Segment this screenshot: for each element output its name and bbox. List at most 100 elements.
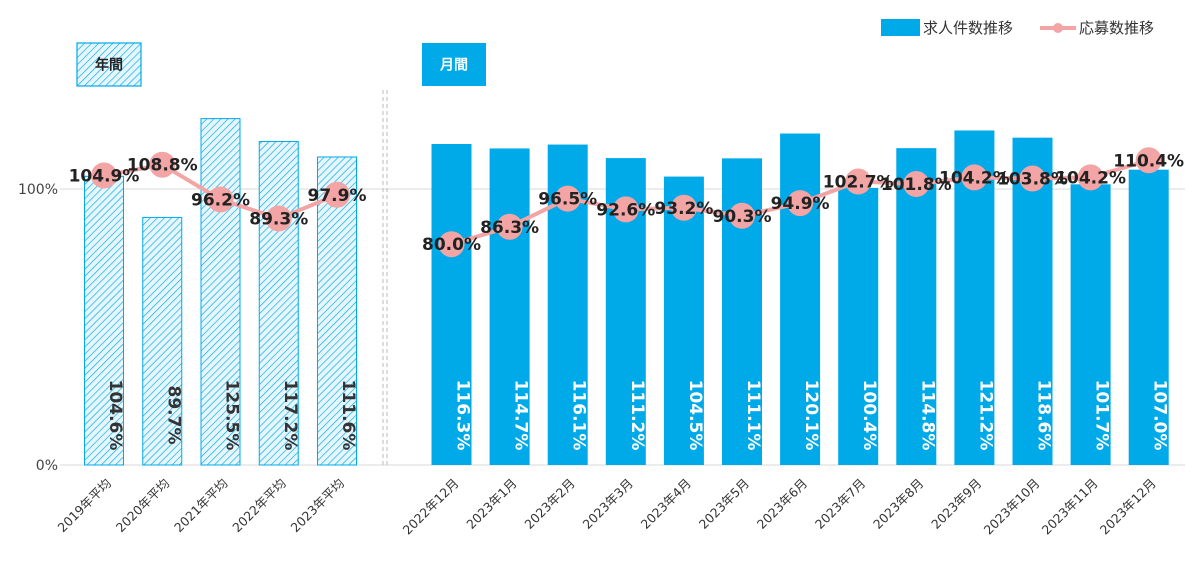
grid-layer: 100% 0% (18, 90, 1185, 474)
category-label: 2022年平均 (229, 476, 289, 536)
bar-value-label: 104.6% (105, 380, 125, 451)
line-value-label: 96.5% (538, 190, 597, 210)
category-label: 2023年7月 (812, 476, 868, 532)
bar-value-label: 89.7% (163, 386, 183, 445)
bar-value-label: 117.2% (280, 380, 300, 451)
bar-value-label: 111.1% (743, 380, 763, 451)
line-point (1077, 164, 1104, 191)
legend: 求人件数推移 応募数推移 (881, 19, 1154, 37)
line-layer (91, 147, 1162, 258)
category-label: 2023年4月 (638, 476, 694, 532)
line-point (787, 190, 814, 217)
bar-value-label: 104.5% (685, 380, 705, 451)
line-point (1019, 165, 1046, 192)
bar (142, 216, 183, 466)
bar (780, 133, 821, 466)
bar-value-label: 120.1% (801, 380, 821, 451)
bar-value-label: 111.6% (338, 380, 358, 451)
bar-layer (84, 118, 1169, 466)
bar-value-label: 125.5% (222, 380, 242, 451)
category-label: 2023年8月 (870, 476, 926, 532)
bar (838, 187, 879, 465)
line-point (207, 186, 234, 213)
legend-bar-label: 求人件数推移 (923, 19, 1013, 37)
category-label: 2023年9月 (928, 476, 984, 532)
line-value-label: 97.9% (308, 186, 367, 206)
panel-label-annual: 年間 (76, 42, 142, 87)
line-value-label: 101.8% (881, 175, 952, 195)
line-point (91, 162, 117, 189)
line-point (903, 171, 930, 198)
line-point (496, 213, 523, 240)
line-value-label: 103.8% (997, 170, 1068, 190)
line-value-label: 93.2% (654, 199, 713, 219)
bar-value-label: 116.1% (569, 380, 589, 451)
bar-value-label: 114.8% (917, 380, 937, 451)
category-label: 2020年平均 (113, 476, 173, 536)
category-label: 2023年平均 (288, 476, 348, 536)
category-label: 2022年12月 (400, 476, 462, 538)
line-point (149, 151, 176, 178)
line-point (612, 196, 639, 223)
line-value-label: 92.6% (596, 200, 655, 220)
legend-line-marker (1053, 23, 1063, 33)
bar (84, 175, 124, 466)
category-label: 2023年5月 (696, 476, 752, 532)
bar (431, 144, 472, 465)
line-value-label: 104.2% (1055, 168, 1126, 188)
panel-label-monthly: 月間 (422, 43, 486, 86)
panel-label-box (76, 42, 142, 87)
line-value-label: 104.9% (69, 166, 140, 186)
line-value-label: 89.3% (249, 210, 308, 230)
bar-value-label: 121.2% (975, 380, 995, 451)
bar (200, 118, 241, 466)
bar-value-label: 118.6% (1034, 380, 1054, 451)
bar-value-label: 116.3% (453, 380, 473, 451)
line-point (961, 164, 988, 191)
bar-value-label: 107.0% (1150, 380, 1170, 451)
bar (1012, 137, 1053, 465)
category-label: 2023年10月 (981, 476, 1043, 538)
category-label: 2023年2月 (521, 476, 577, 532)
line-value-label: 108.8% (127, 156, 198, 176)
bar-value-label: 111.2% (627, 380, 647, 451)
category-label: 2023年12月 (1097, 476, 1159, 538)
line-value-label: 80.0% (422, 235, 481, 255)
line-value-label: 104.2% (939, 168, 1010, 188)
line-point (324, 181, 350, 208)
bar-value-label: 114.7% (511, 380, 531, 451)
category-label: 2021年平均 (171, 476, 231, 536)
category-label: 2023年11月 (1039, 476, 1101, 538)
panel-label-text: 月間 (439, 58, 468, 74)
bar-value-label: 101.7% (1092, 380, 1112, 451)
category-label: 2023年1月 (463, 476, 519, 532)
line-value-label: 86.3% (480, 218, 539, 238)
line-point (845, 168, 872, 195)
line-point (438, 231, 465, 258)
line-point (554, 185, 581, 212)
line-value-label: 94.9% (771, 194, 830, 214)
legend-line-label: 応募数推移 (1079, 19, 1154, 37)
line-point (265, 205, 292, 232)
bar (317, 156, 357, 466)
y-tick-label: 100% (18, 182, 58, 198)
y-tick-label: 0% (36, 458, 58, 474)
category-label: 2019年平均 (55, 476, 115, 536)
category-label: 2023年3月 (580, 476, 636, 532)
category-label: 2023年6月 (754, 476, 810, 532)
bar (489, 148, 530, 466)
line-value-label: 96.2% (191, 190, 250, 210)
panel-label-box (422, 43, 486, 86)
line-value-label: 90.3% (713, 207, 772, 227)
bar (1128, 169, 1169, 465)
bar (896, 148, 937, 466)
bar-value-label: 100.4% (859, 380, 879, 451)
bar (663, 176, 704, 465)
line-value-label: 110.4% (1113, 151, 1184, 171)
line-point (729, 202, 755, 229)
line-point (670, 194, 697, 221)
bar (258, 141, 299, 466)
line-point (1135, 147, 1162, 174)
legend-bar-swatch (881, 19, 920, 36)
